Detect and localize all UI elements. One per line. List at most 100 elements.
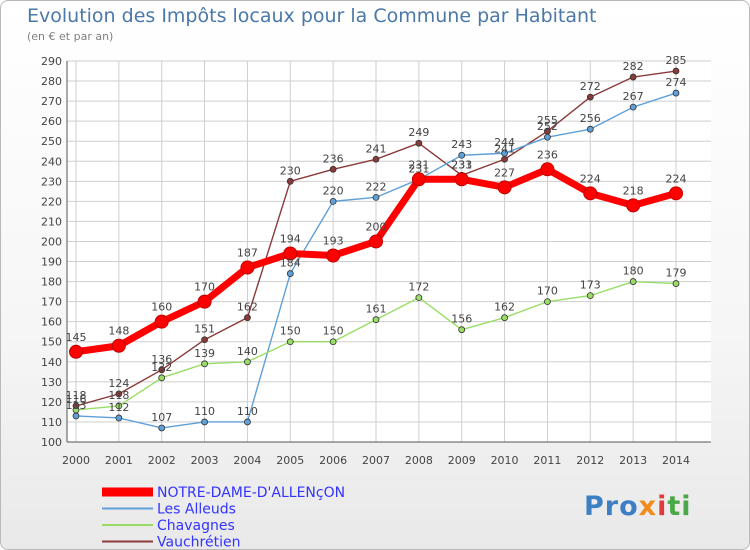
data-label: 118 [108,389,129,402]
data-label: 150 [280,325,301,338]
data-point [372,193,380,201]
data-label: 170 [537,285,558,298]
data-label: 193 [323,235,344,248]
data-point [629,103,637,111]
x-tick-label: 2001 [105,454,133,467]
data-point [629,73,637,81]
data-point [115,414,123,422]
data-point [369,234,383,249]
data-point [244,314,251,322]
data-point [372,316,380,324]
y-tick-label: 270 [41,95,62,108]
plot-area [67,61,711,442]
data-point [154,314,169,329]
data-point [544,133,551,141]
data-label: 150 [323,325,344,338]
data-point [283,246,298,261]
data-label: 220 [323,184,344,197]
y-tick-label: 180 [41,276,62,289]
y-tick-label: 140 [41,356,62,369]
data-point [201,418,208,426]
data-point [454,172,469,187]
data-label: 233 [451,158,472,171]
data-label: 241 [494,142,515,155]
y-tick-label: 210 [41,215,62,228]
proxiti-logo: Proxiti [584,491,692,522]
data-label: 231 [451,158,472,171]
x-tick-label: 2010 [491,454,519,467]
data-point [372,155,380,163]
data-point [586,292,594,300]
data-label: 148 [108,325,129,338]
data-label: 139 [194,347,215,360]
y-tick-label: 160 [41,316,62,329]
data-label: 161 [366,303,387,316]
data-label: 187 [237,247,258,260]
data-label: 224 [666,172,687,185]
data-label: 244 [494,136,515,149]
data-point [544,298,551,306]
data-labels: 1181241361511622302362412492332412552722… [66,54,687,424]
data-label: 136 [151,353,172,366]
y-tick-label: 100 [41,436,62,449]
data-point [329,197,337,205]
data-point [501,149,508,157]
data-point [669,186,683,201]
x-tick-label: 2007 [362,454,390,467]
data-label: 236 [323,152,344,165]
data-label: 151 [194,323,215,336]
data-label: 282 [623,60,644,73]
axes: 100 110 120 130 140 150 160 170 180 190 200 210 220 2… [41,55,711,467]
data-label: 252 [537,120,558,133]
y-tick-label: 240 [41,155,62,168]
data-label: 231 [408,162,429,175]
data-point [158,374,166,382]
data-point [629,278,637,285]
legend-label: Vauchrétien [157,535,240,550]
data-point [501,314,508,322]
data-point [286,270,294,277]
data-point [115,390,123,398]
data-label: 112 [108,401,129,414]
data-point [458,151,466,159]
data-label: 241 [366,142,387,155]
data-point [201,360,208,368]
x-tick-label: 2009 [448,454,476,467]
y-tick-label: 260 [41,115,62,128]
x-tick-label: 2005 [276,454,304,467]
data-label: 243 [451,138,472,151]
data-label: 236 [537,148,558,161]
data-label: 180 [623,265,644,278]
legend-label: Chavagnes [157,518,235,534]
data-point [240,260,255,275]
grid [67,60,711,443]
data-point [201,336,208,344]
data-point [326,248,341,263]
chart-subtitle: (en € et par an) [27,30,114,43]
data-point [672,89,680,97]
data-label: 172 [408,281,429,294]
data-label: 218 [623,184,644,197]
x-tick-label: 2008 [405,454,433,467]
data-label: 110 [237,405,258,418]
y-tick-label: 290 [41,55,62,68]
data-point [672,280,680,287]
data-point [501,155,508,163]
data-point [244,418,251,426]
data-label: 231 [408,158,429,171]
data-label: 230 [280,164,301,177]
y-tick-label: 230 [41,175,62,188]
x-tick-label: 2004 [233,454,261,467]
data-label: 162 [237,301,258,314]
data-point [626,198,641,213]
data-point [458,326,466,334]
data-label: 116 [66,393,87,406]
data-point [329,338,337,346]
data-point [672,67,680,75]
data-label: 272 [580,80,601,93]
data-label: 124 [108,377,129,390]
data-point [540,162,555,177]
x-tick-label: 2013 [619,454,647,467]
x-tick-label: 2006 [319,454,347,467]
